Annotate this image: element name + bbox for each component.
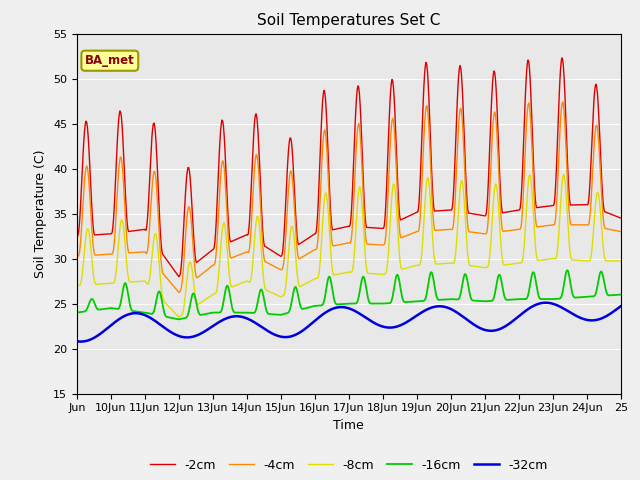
-32cm: [516, 312, 524, 318]
-32cm: [77, 339, 85, 345]
Line: -32cm: -32cm: [77, 303, 621, 342]
-4cm: [559, 99, 566, 105]
-32cm: [532, 301, 540, 307]
Line: -16cm: -16cm: [77, 270, 621, 319]
-8cm: [465, 258, 472, 264]
Y-axis label: Soil Temperature (C): Soil Temperature (C): [35, 149, 47, 278]
-32cm: [465, 318, 472, 324]
-32cm: [617, 303, 625, 309]
-16cm: [617, 292, 625, 298]
-2cm: [73, 233, 81, 239]
-4cm: [81, 169, 89, 175]
-4cm: [516, 226, 524, 232]
-32cm: [542, 300, 550, 306]
-2cm: [175, 274, 182, 279]
Line: -2cm: -2cm: [77, 58, 621, 276]
-32cm: [73, 338, 81, 344]
-8cm: [193, 301, 201, 307]
-32cm: [148, 316, 156, 322]
Line: -8cm: -8cm: [77, 175, 621, 317]
-2cm: [617, 215, 625, 221]
-4cm: [147, 198, 155, 204]
-16cm: [465, 284, 472, 290]
-2cm: [465, 210, 472, 216]
-2cm: [81, 121, 89, 127]
-2cm: [193, 259, 201, 265]
-4cm: [175, 289, 182, 295]
-2cm: [147, 146, 155, 152]
-8cm: [147, 263, 155, 268]
-8cm: [175, 314, 182, 320]
-4cm: [465, 228, 472, 233]
-8cm: [81, 240, 89, 245]
-8cm: [516, 260, 524, 266]
-16cm: [81, 308, 89, 314]
X-axis label: Time: Time: [333, 419, 364, 432]
Legend: -2cm, -4cm, -8cm, -16cm, -32cm: -2cm, -4cm, -8cm, -16cm, -32cm: [145, 454, 553, 477]
-8cm: [532, 253, 540, 259]
-4cm: [617, 228, 625, 234]
-8cm: [559, 172, 567, 178]
-2cm: [516, 205, 524, 211]
Line: -4cm: -4cm: [77, 102, 621, 292]
-16cm: [73, 310, 81, 315]
Title: Soil Temperatures Set C: Soil Temperatures Set C: [257, 13, 440, 28]
-16cm: [193, 304, 201, 310]
Text: BA_met: BA_met: [85, 54, 134, 67]
-32cm: [82, 338, 90, 344]
-16cm: [563, 267, 571, 273]
-32cm: [193, 332, 201, 338]
-8cm: [617, 258, 625, 264]
-4cm: [193, 275, 201, 281]
-16cm: [147, 311, 155, 317]
-2cm: [558, 55, 566, 61]
-16cm: [516, 296, 524, 302]
-8cm: [73, 283, 81, 288]
-4cm: [532, 223, 540, 229]
-16cm: [175, 316, 182, 322]
-16cm: [532, 283, 540, 288]
-2cm: [532, 205, 540, 211]
-4cm: [73, 253, 81, 259]
